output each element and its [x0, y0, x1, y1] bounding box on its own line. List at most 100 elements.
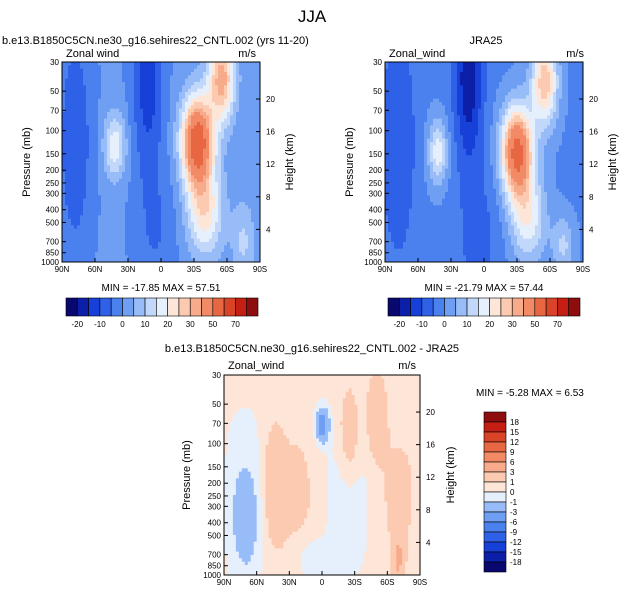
contour-cell — [200, 118, 204, 123]
contour-cell — [457, 95, 461, 100]
contour-cell — [221, 138, 225, 143]
contour-cell — [233, 112, 237, 116]
contour-cell — [242, 175, 246, 180]
contour-cell — [245, 228, 249, 233]
contour-cell — [92, 142, 96, 146]
contour-cell — [212, 228, 216, 233]
contour-cell — [239, 222, 243, 226]
contour-cell — [194, 132, 198, 136]
contour-cell — [212, 88, 216, 93]
contour-cell — [520, 68, 524, 73]
contour-cell — [149, 155, 153, 160]
contour-cell — [182, 132, 186, 136]
contour-cell — [110, 118, 114, 123]
contour-cell — [466, 95, 470, 100]
contour-cell — [92, 92, 96, 96]
contour-cell — [469, 65, 473, 70]
contour-cell — [251, 165, 255, 170]
contour-cell — [385, 105, 389, 110]
contour-cell — [113, 155, 117, 160]
contour-cell — [532, 62, 536, 66]
contour-cell — [182, 198, 186, 203]
contour-cell — [86, 152, 90, 156]
contour-cell — [251, 82, 255, 86]
contour-cell — [454, 72, 458, 76]
contour-cell — [173, 75, 177, 80]
contour-cell — [152, 92, 156, 96]
contour-cell — [128, 252, 132, 256]
contour-cell — [164, 175, 168, 180]
contour-cell — [179, 165, 183, 170]
contour-cell — [170, 118, 174, 123]
contour-cell — [89, 102, 93, 106]
contour-cell — [128, 248, 132, 253]
contour-cell — [131, 105, 135, 110]
contour-cell — [152, 232, 156, 236]
contour-cell — [92, 152, 96, 156]
contour-cell — [68, 195, 72, 200]
contour-cell — [496, 95, 500, 100]
contour-cell — [221, 242, 225, 246]
contour-cell — [89, 212, 93, 216]
contour-cell — [221, 225, 225, 230]
contour-cell — [170, 168, 174, 173]
contour-cell — [203, 122, 207, 126]
contour-cell — [212, 132, 216, 136]
contour-cell — [92, 155, 96, 160]
contour-cell — [122, 182, 126, 186]
contour-cell — [62, 165, 66, 170]
contour-cell — [110, 212, 114, 216]
contour-cell — [80, 122, 84, 126]
contour-cell — [170, 225, 174, 230]
contour-cell — [119, 165, 123, 170]
contour-cell — [526, 72, 530, 76]
contour-cell — [403, 75, 407, 80]
contour-cell — [179, 205, 183, 210]
contour-cell — [508, 102, 512, 106]
contour-cell — [143, 245, 147, 250]
contour-cell — [182, 212, 186, 216]
contour-cell — [233, 198, 237, 203]
contour-cell — [251, 122, 255, 126]
contour-cell — [400, 62, 404, 66]
contour-cell — [203, 248, 207, 253]
contour-cell — [203, 188, 207, 193]
contour-cell — [80, 245, 84, 250]
contour-cell — [415, 108, 419, 113]
contour-cell — [107, 192, 111, 196]
contour-cell — [119, 95, 123, 100]
contour-cell — [254, 105, 258, 110]
contour-cell — [149, 102, 153, 106]
contour-cell — [257, 95, 260, 100]
contour-cell — [239, 152, 243, 156]
contour-cell — [487, 85, 491, 90]
contour-cell — [185, 235, 189, 240]
contour-cell — [71, 252, 75, 256]
contour-cell — [218, 255, 222, 260]
contour-cell — [170, 195, 174, 200]
contour-cell — [71, 68, 75, 73]
contour-cell — [68, 145, 72, 150]
contour-cell — [221, 185, 225, 190]
contour-cell — [191, 232, 195, 236]
contour-cell — [95, 192, 99, 196]
contour-cell — [65, 168, 69, 173]
contour-cell — [457, 98, 461, 103]
contour-cell — [98, 218, 102, 223]
contour-cell — [212, 205, 216, 210]
contour-cell — [134, 135, 138, 140]
contour-cell — [170, 238, 174, 243]
contour-cell — [116, 118, 120, 123]
contour-cell — [137, 78, 141, 83]
contour-cell — [499, 98, 503, 103]
contour-cell — [89, 205, 93, 210]
contour-cell — [128, 232, 132, 236]
contour-cell — [541, 68, 545, 73]
contour-cell — [565, 95, 569, 100]
contour-cell — [101, 218, 105, 223]
contour-cell — [218, 225, 222, 230]
contour-cell — [179, 72, 183, 76]
contour-cell — [140, 118, 144, 123]
contour-cell — [188, 238, 192, 243]
contour-cell — [227, 175, 231, 180]
